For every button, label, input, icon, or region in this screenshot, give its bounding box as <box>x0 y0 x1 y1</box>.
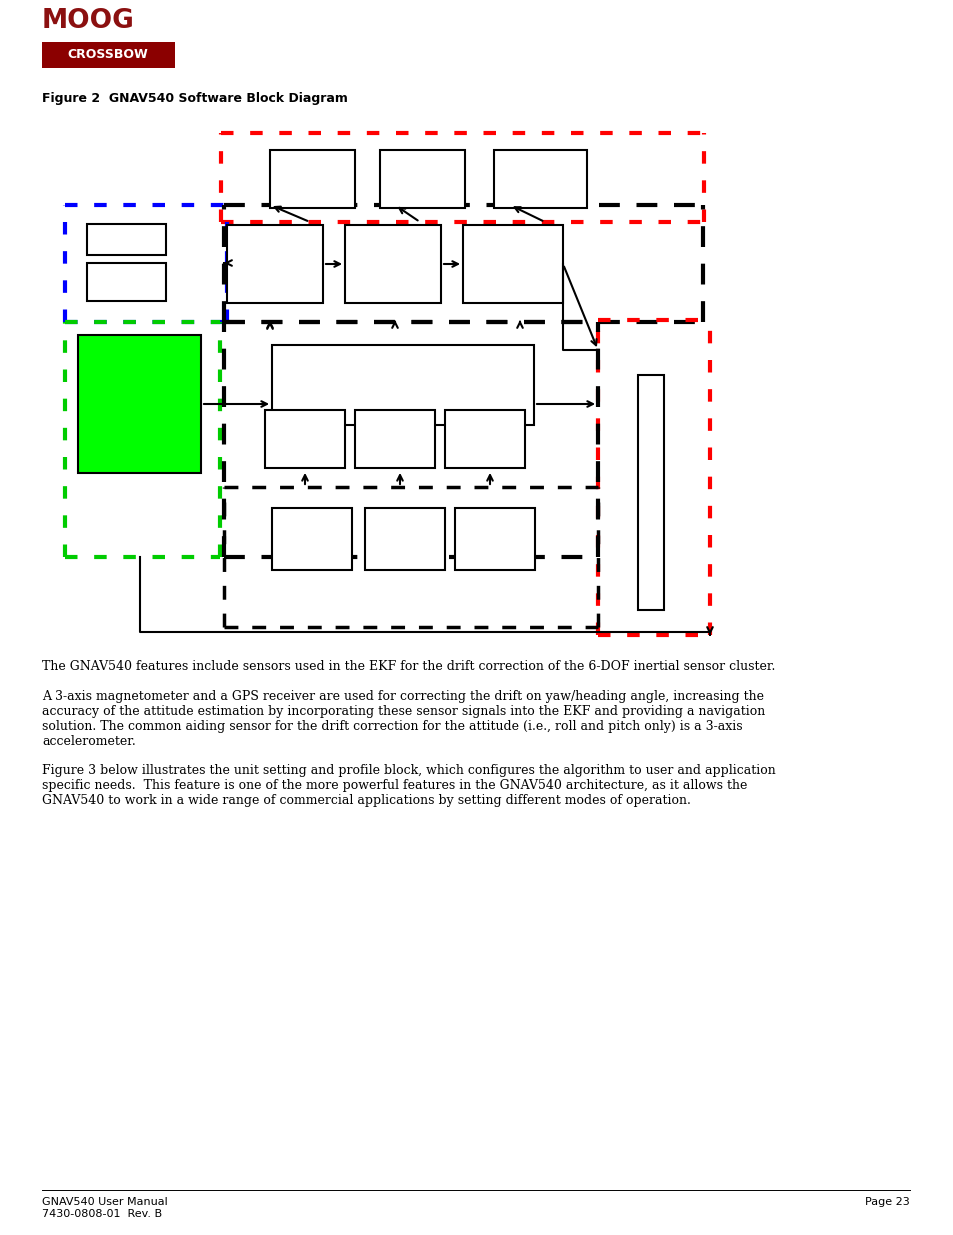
Bar <box>270 149 355 207</box>
Bar <box>272 508 352 571</box>
Text: accuracy of the attitude estimation by incorporating these sensor signals into t: accuracy of the attitude estimation by i… <box>42 705 764 718</box>
Bar <box>42 42 174 68</box>
Text: Figure 2  GNAV540 Software Block Diagram: Figure 2 GNAV540 Software Block Diagram <box>42 91 348 105</box>
Text: accelerometer.: accelerometer. <box>42 735 135 748</box>
Bar <box>638 375 663 610</box>
Bar <box>78 335 201 473</box>
Bar <box>455 508 535 571</box>
Text: A 3-axis magnetometer and a GPS receiver are used for correcting the drift on ya: A 3-axis magnetometer and a GPS receiver… <box>42 690 763 703</box>
Text: GNAV540 User Manual
7430-0808-01  Rev. B: GNAV540 User Manual 7430-0808-01 Rev. B <box>42 1197 168 1219</box>
Text: Page 23: Page 23 <box>864 1197 909 1207</box>
Bar <box>444 410 524 468</box>
Bar <box>379 149 464 207</box>
Bar <box>355 410 435 468</box>
Text: CROSSBOW: CROSSBOW <box>68 48 149 62</box>
Bar <box>87 224 166 254</box>
Text: Figure 3 below illustrates the unit setting and profile block, which configures : Figure 3 below illustrates the unit sett… <box>42 764 775 777</box>
Bar <box>227 225 323 303</box>
Text: solution. The common aiding sensor for the drift correction for the attitude (i.: solution. The common aiding sensor for t… <box>42 720 741 734</box>
Bar <box>345 225 440 303</box>
Bar <box>365 508 444 571</box>
Bar <box>494 149 586 207</box>
Text: GNAV540 to work in a wide range of commercial applications by setting different : GNAV540 to work in a wide range of comme… <box>42 794 690 806</box>
Bar <box>462 225 562 303</box>
Bar <box>272 345 534 425</box>
Text: specific needs.  This feature is one of the more powerful features in the GNAV54: specific needs. This feature is one of t… <box>42 779 746 792</box>
Bar <box>87 263 166 301</box>
Text: MOOG: MOOG <box>42 7 134 35</box>
Bar <box>265 410 345 468</box>
Text: The GNAV540 features include sensors used in the EKF for the drift correction of: The GNAV540 features include sensors use… <box>42 659 775 673</box>
